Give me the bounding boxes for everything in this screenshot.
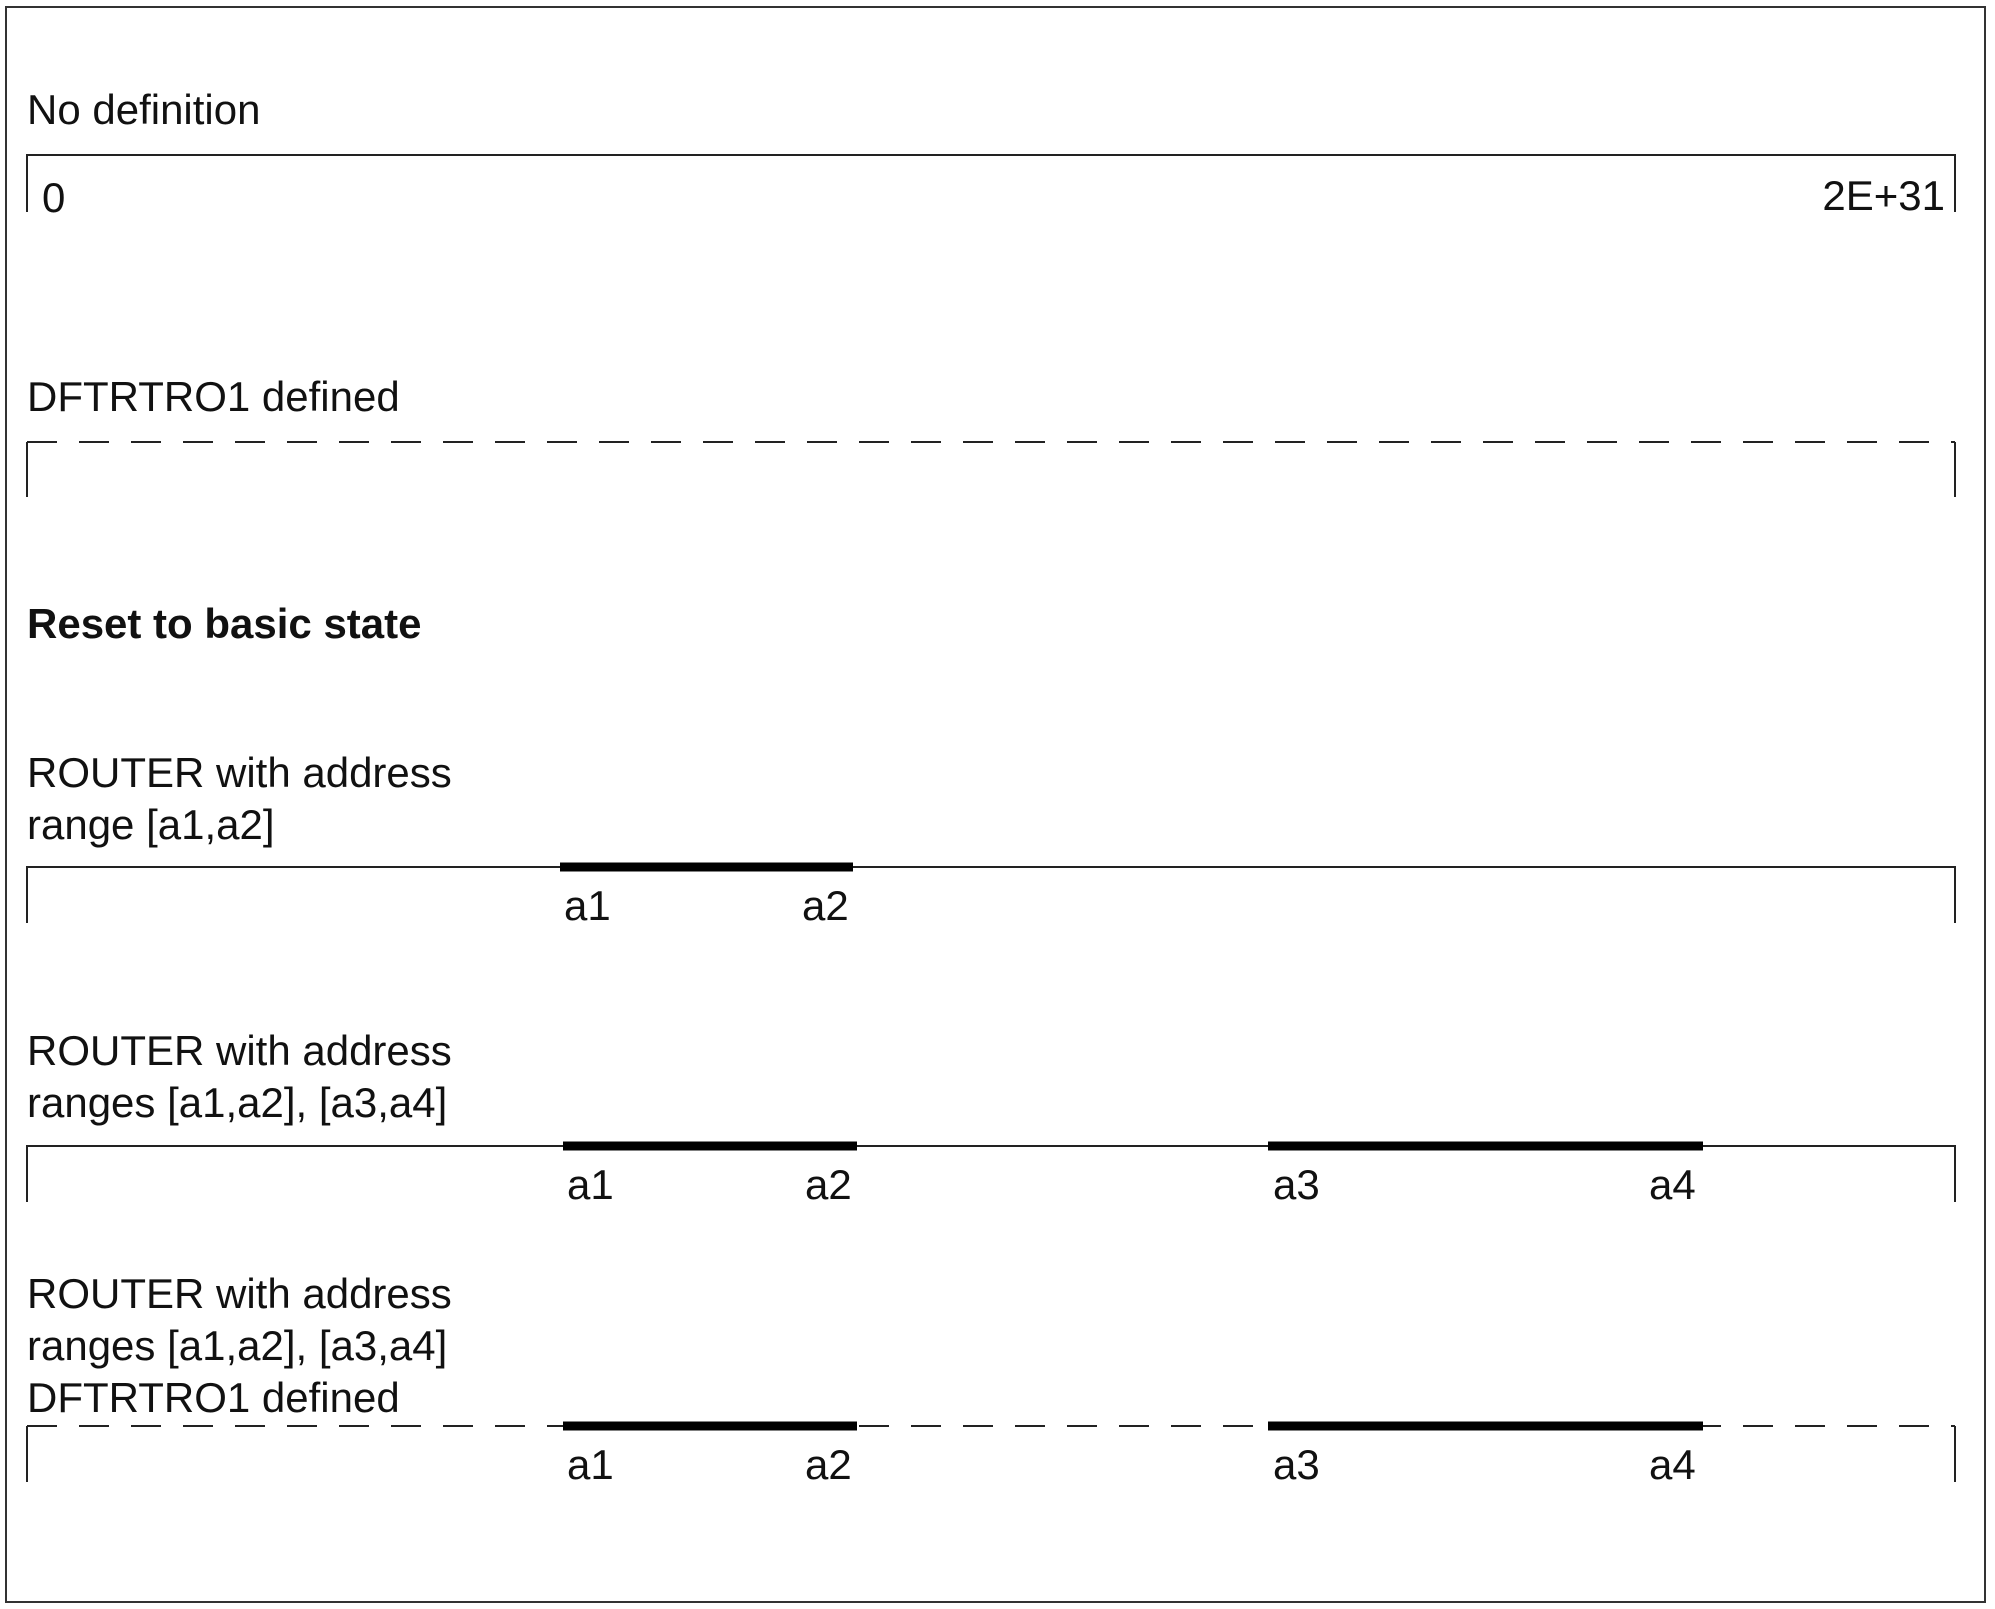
row-label-router-dftrtro1-line3: DFTRTRO1 defined xyxy=(27,1374,400,1421)
row-label-no-definition: No definition xyxy=(27,86,261,133)
address-line-router-one-range xyxy=(26,866,1956,923)
row-label-router-one-range-line1: ROUTER with address xyxy=(27,749,452,796)
range-label-row2-a1: a1 xyxy=(564,882,611,929)
row-label-router-dftrtro1-line2: ranges [a1,a2], [a3,a4] xyxy=(27,1322,448,1369)
end-label-right: 2E+31 xyxy=(1822,172,1945,219)
row-label-router-dftrtro1-line1: ROUTER with address xyxy=(27,1270,452,1317)
section-heading: Reset to basic state xyxy=(27,600,422,647)
address-line-no-definition xyxy=(26,154,1956,212)
range-label-row4-a1: a1 xyxy=(567,1441,614,1488)
row-label-router-two-ranges-line2: ranges [a1,a2], [a3,a4] xyxy=(27,1079,448,1126)
range-label-row3-a3: a3 xyxy=(1273,1161,1320,1208)
range-label-row4-a4: a4 xyxy=(1649,1441,1696,1488)
diagram-frame xyxy=(5,6,1986,1603)
range-label-row4-a2: a2 xyxy=(805,1441,852,1488)
end-label-left: 0 xyxy=(42,174,65,221)
range-label-row3-a4: a4 xyxy=(1649,1161,1696,1208)
address-line-router-two-ranges xyxy=(26,1145,1956,1202)
row-label-router-one-range-line2: range [a1,a2] xyxy=(27,801,275,848)
row-label-router-two-ranges-line1: ROUTER with address xyxy=(27,1027,452,1074)
row-label-dftrtro1-defined: DFTRTRO1 defined xyxy=(27,373,400,420)
range-label-row3-a2: a2 xyxy=(805,1161,852,1208)
range-label-row4-a3: a3 xyxy=(1273,1441,1320,1488)
range-label-row3-a1: a1 xyxy=(567,1161,614,1208)
range-label-row2-a2: a2 xyxy=(802,882,849,929)
